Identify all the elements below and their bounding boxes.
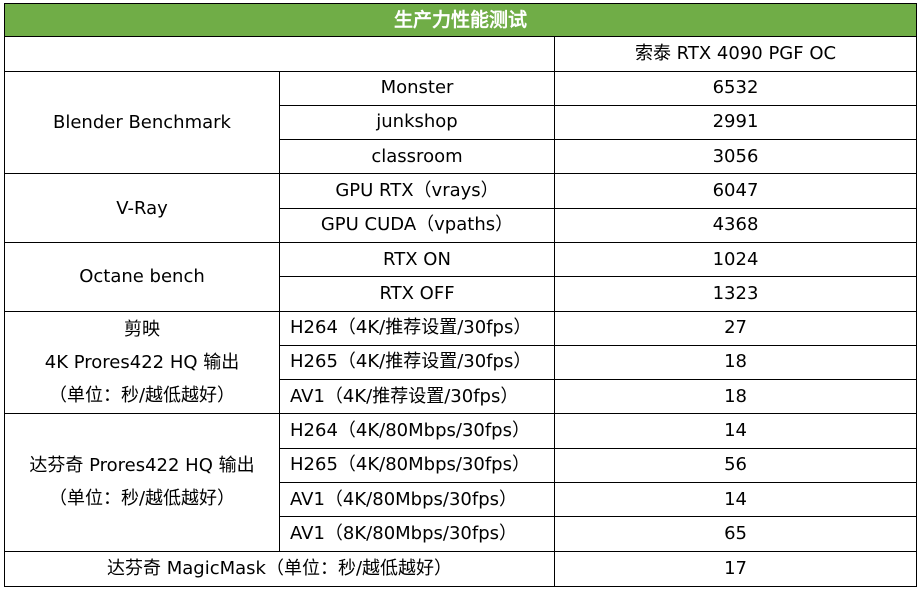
group-label-line: 4K Prores422 HQ 输出 xyxy=(44,351,240,373)
test-score: 18 xyxy=(553,379,918,415)
test-name: Monster xyxy=(279,70,555,106)
test-name: AV1（4K/推荐设置/30fps） xyxy=(279,379,555,415)
group-label-line: 达芬奇 Prores422 HQ 输出 xyxy=(29,455,255,477)
test-score: 14 xyxy=(553,413,918,449)
test-name: H265（4K/推荐设置/30fps） xyxy=(279,344,555,381)
test-name: AV1（8K/80Mbps/30fps） xyxy=(279,516,555,552)
group-label-line: （单位：秒/越低越好） xyxy=(48,384,236,406)
test-name: H264（4K/80Mbps/30fps） xyxy=(279,413,555,449)
test-score: 2991 xyxy=(553,104,918,141)
test-score: 56 xyxy=(553,447,918,483)
group-label-line: （单位：秒/越低越好） xyxy=(48,488,236,510)
test-name: GPU RTX（vrays） xyxy=(279,173,555,209)
test-score: 4368 xyxy=(553,207,918,243)
test-score: 1323 xyxy=(553,276,918,312)
group-label-line: 剪映 xyxy=(124,318,160,340)
footer-label: 达芬奇 MagicMask（单位：秒/越低越好） xyxy=(4,550,555,587)
test-score: 65 xyxy=(553,516,918,552)
header-corner xyxy=(4,36,555,72)
test-score: 18 xyxy=(553,344,918,381)
test-score: 3056 xyxy=(553,139,918,175)
test-name: RTX OFF xyxy=(279,276,555,312)
test-score: 14 xyxy=(553,481,918,518)
group-label-davinci: 达芬奇 Prores422 HQ 输出 （单位：秒/越低越好） xyxy=(4,413,280,552)
test-name: RTX ON xyxy=(279,241,555,278)
product-header: 索泰 RTX 4090 PGF OC xyxy=(553,36,918,72)
test-score: 6047 xyxy=(553,173,918,209)
test-name: H264（4K/推荐设置/30fps） xyxy=(279,310,555,346)
test-name: H265（4K/80Mbps/30fps） xyxy=(279,447,555,483)
footer-score: 17 xyxy=(553,550,918,587)
test-name: junkshop xyxy=(279,104,555,141)
test-score: 6532 xyxy=(553,70,918,106)
group-label-jianying: 剪映 4K Prores422 HQ 输出 （单位：秒/越低越好） xyxy=(4,310,280,415)
test-name: GPU CUDA（vpaths） xyxy=(279,207,555,243)
table-title: 生产力性能测试 xyxy=(3,2,918,38)
test-score: 27 xyxy=(553,310,918,346)
productivity-benchmark-table: 生产力性能测试 索泰 RTX 4090 PGF OC Blender Bench… xyxy=(3,2,918,587)
group-label-blender: Blender Benchmark xyxy=(4,70,280,175)
test-name: classroom xyxy=(279,139,555,175)
group-label-octane: Octane bench xyxy=(4,241,280,312)
test-score: 1024 xyxy=(553,241,918,278)
test-name: AV1（4K/80Mbps/30fps） xyxy=(279,481,555,518)
group-label-vray: V-Ray xyxy=(4,173,280,243)
